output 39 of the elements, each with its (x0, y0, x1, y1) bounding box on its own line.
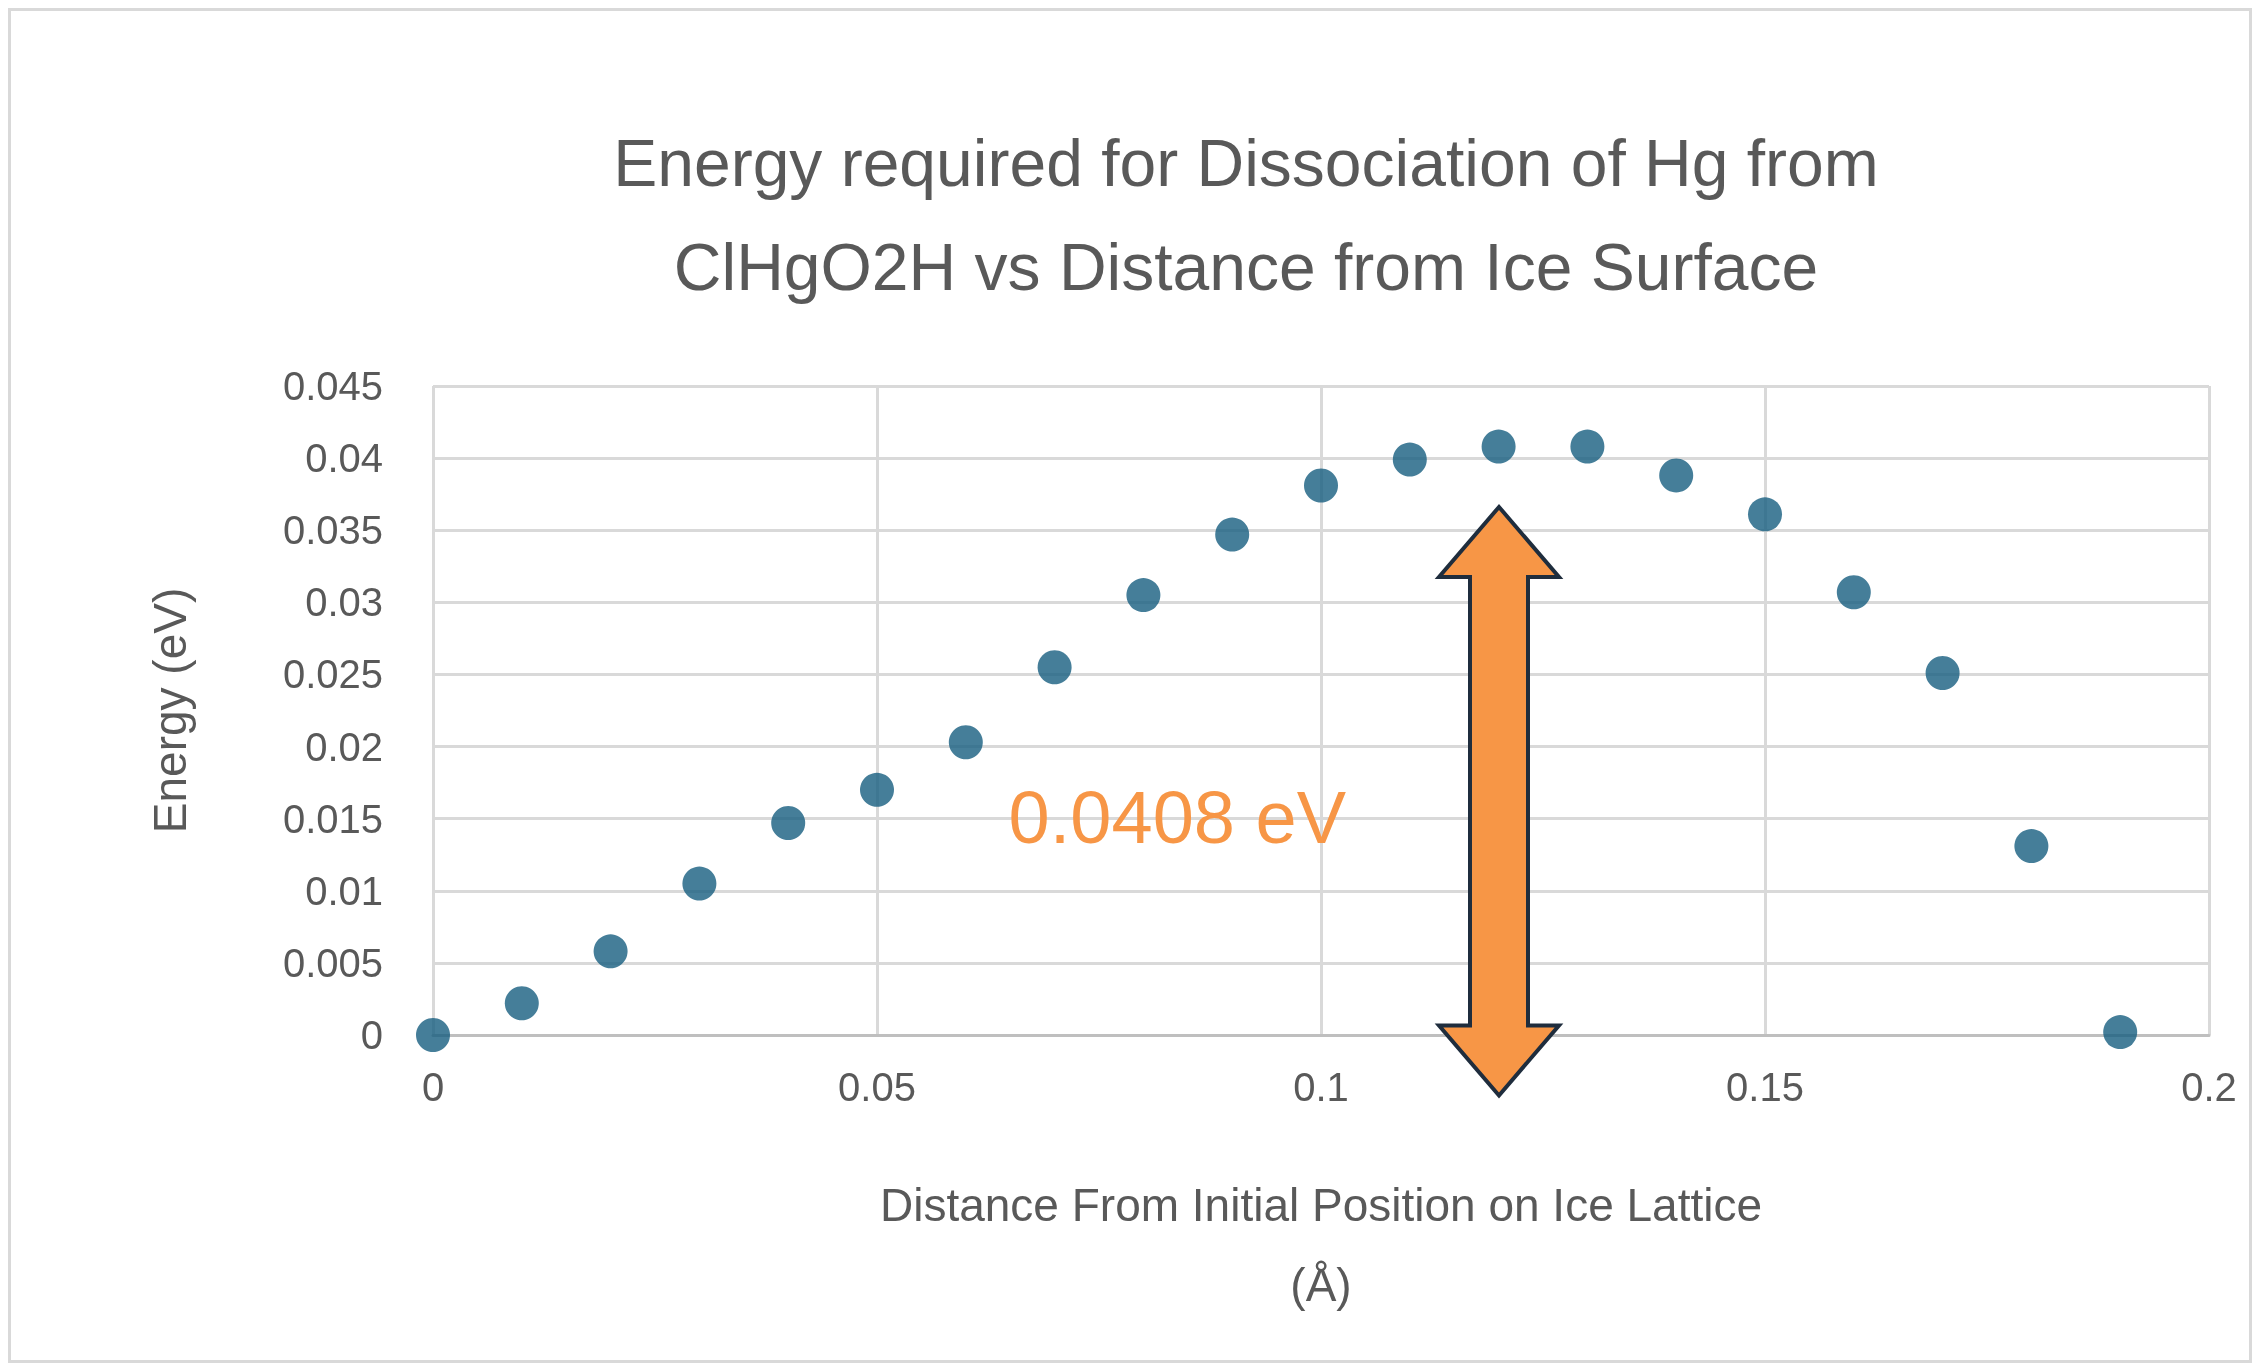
point (1748, 497, 1782, 532)
point (1392, 442, 1427, 477)
y-axis-title: Energy (eV) (144, 587, 196, 834)
y-tick-label: 0.02 (305, 724, 383, 769)
x-tick-label: 0.05 (838, 1065, 916, 1109)
y-tick-label: 0.04 (305, 436, 383, 481)
point (1215, 517, 1250, 552)
point (1304, 468, 1338, 503)
point (682, 866, 717, 901)
point (771, 806, 806, 840)
point (1037, 650, 1072, 685)
y-tick-label: 0.015 (282, 796, 383, 841)
y-tick-label: 0.035 (282, 508, 383, 553)
point (1925, 656, 1960, 690)
x-tick-label: 0 (421, 1065, 445, 1109)
point (504, 986, 539, 1021)
point (948, 725, 983, 760)
x-tick-label: 0.2 (2181, 1065, 2237, 1109)
y-tick-label: 0.045 (282, 364, 383, 408)
point (2103, 1015, 2138, 1050)
y-tick-label: 0.03 (305, 580, 383, 625)
y-tick-label: 0.01 (305, 868, 383, 913)
point (416, 1018, 450, 1052)
x-tick-label: 0.15 (1726, 1065, 1804, 1109)
point (1836, 575, 1871, 610)
y-tick-label: 0 (360, 1013, 383, 1057)
point (593, 934, 628, 969)
annotation: 0.0408 eV (1008, 776, 1347, 860)
point (2014, 829, 2049, 864)
point (1570, 429, 1605, 464)
y-tick-label: 0.005 (282, 940, 383, 985)
x-tick-label: 0.1 (1293, 1065, 1349, 1109)
point (1481, 429, 1516, 464)
point (1126, 578, 1161, 613)
y-tick-label: 0.025 (282, 652, 383, 697)
point (1659, 458, 1694, 493)
point (860, 772, 894, 807)
x-axis-title: Distance From Initial Position on Ice Lattice (Å) (879, 1179, 1763, 1311)
chart-title: Energy required for Dissociation of Hg from ClHgO2H vs Distance from Ice Surface (613, 126, 1879, 304)
